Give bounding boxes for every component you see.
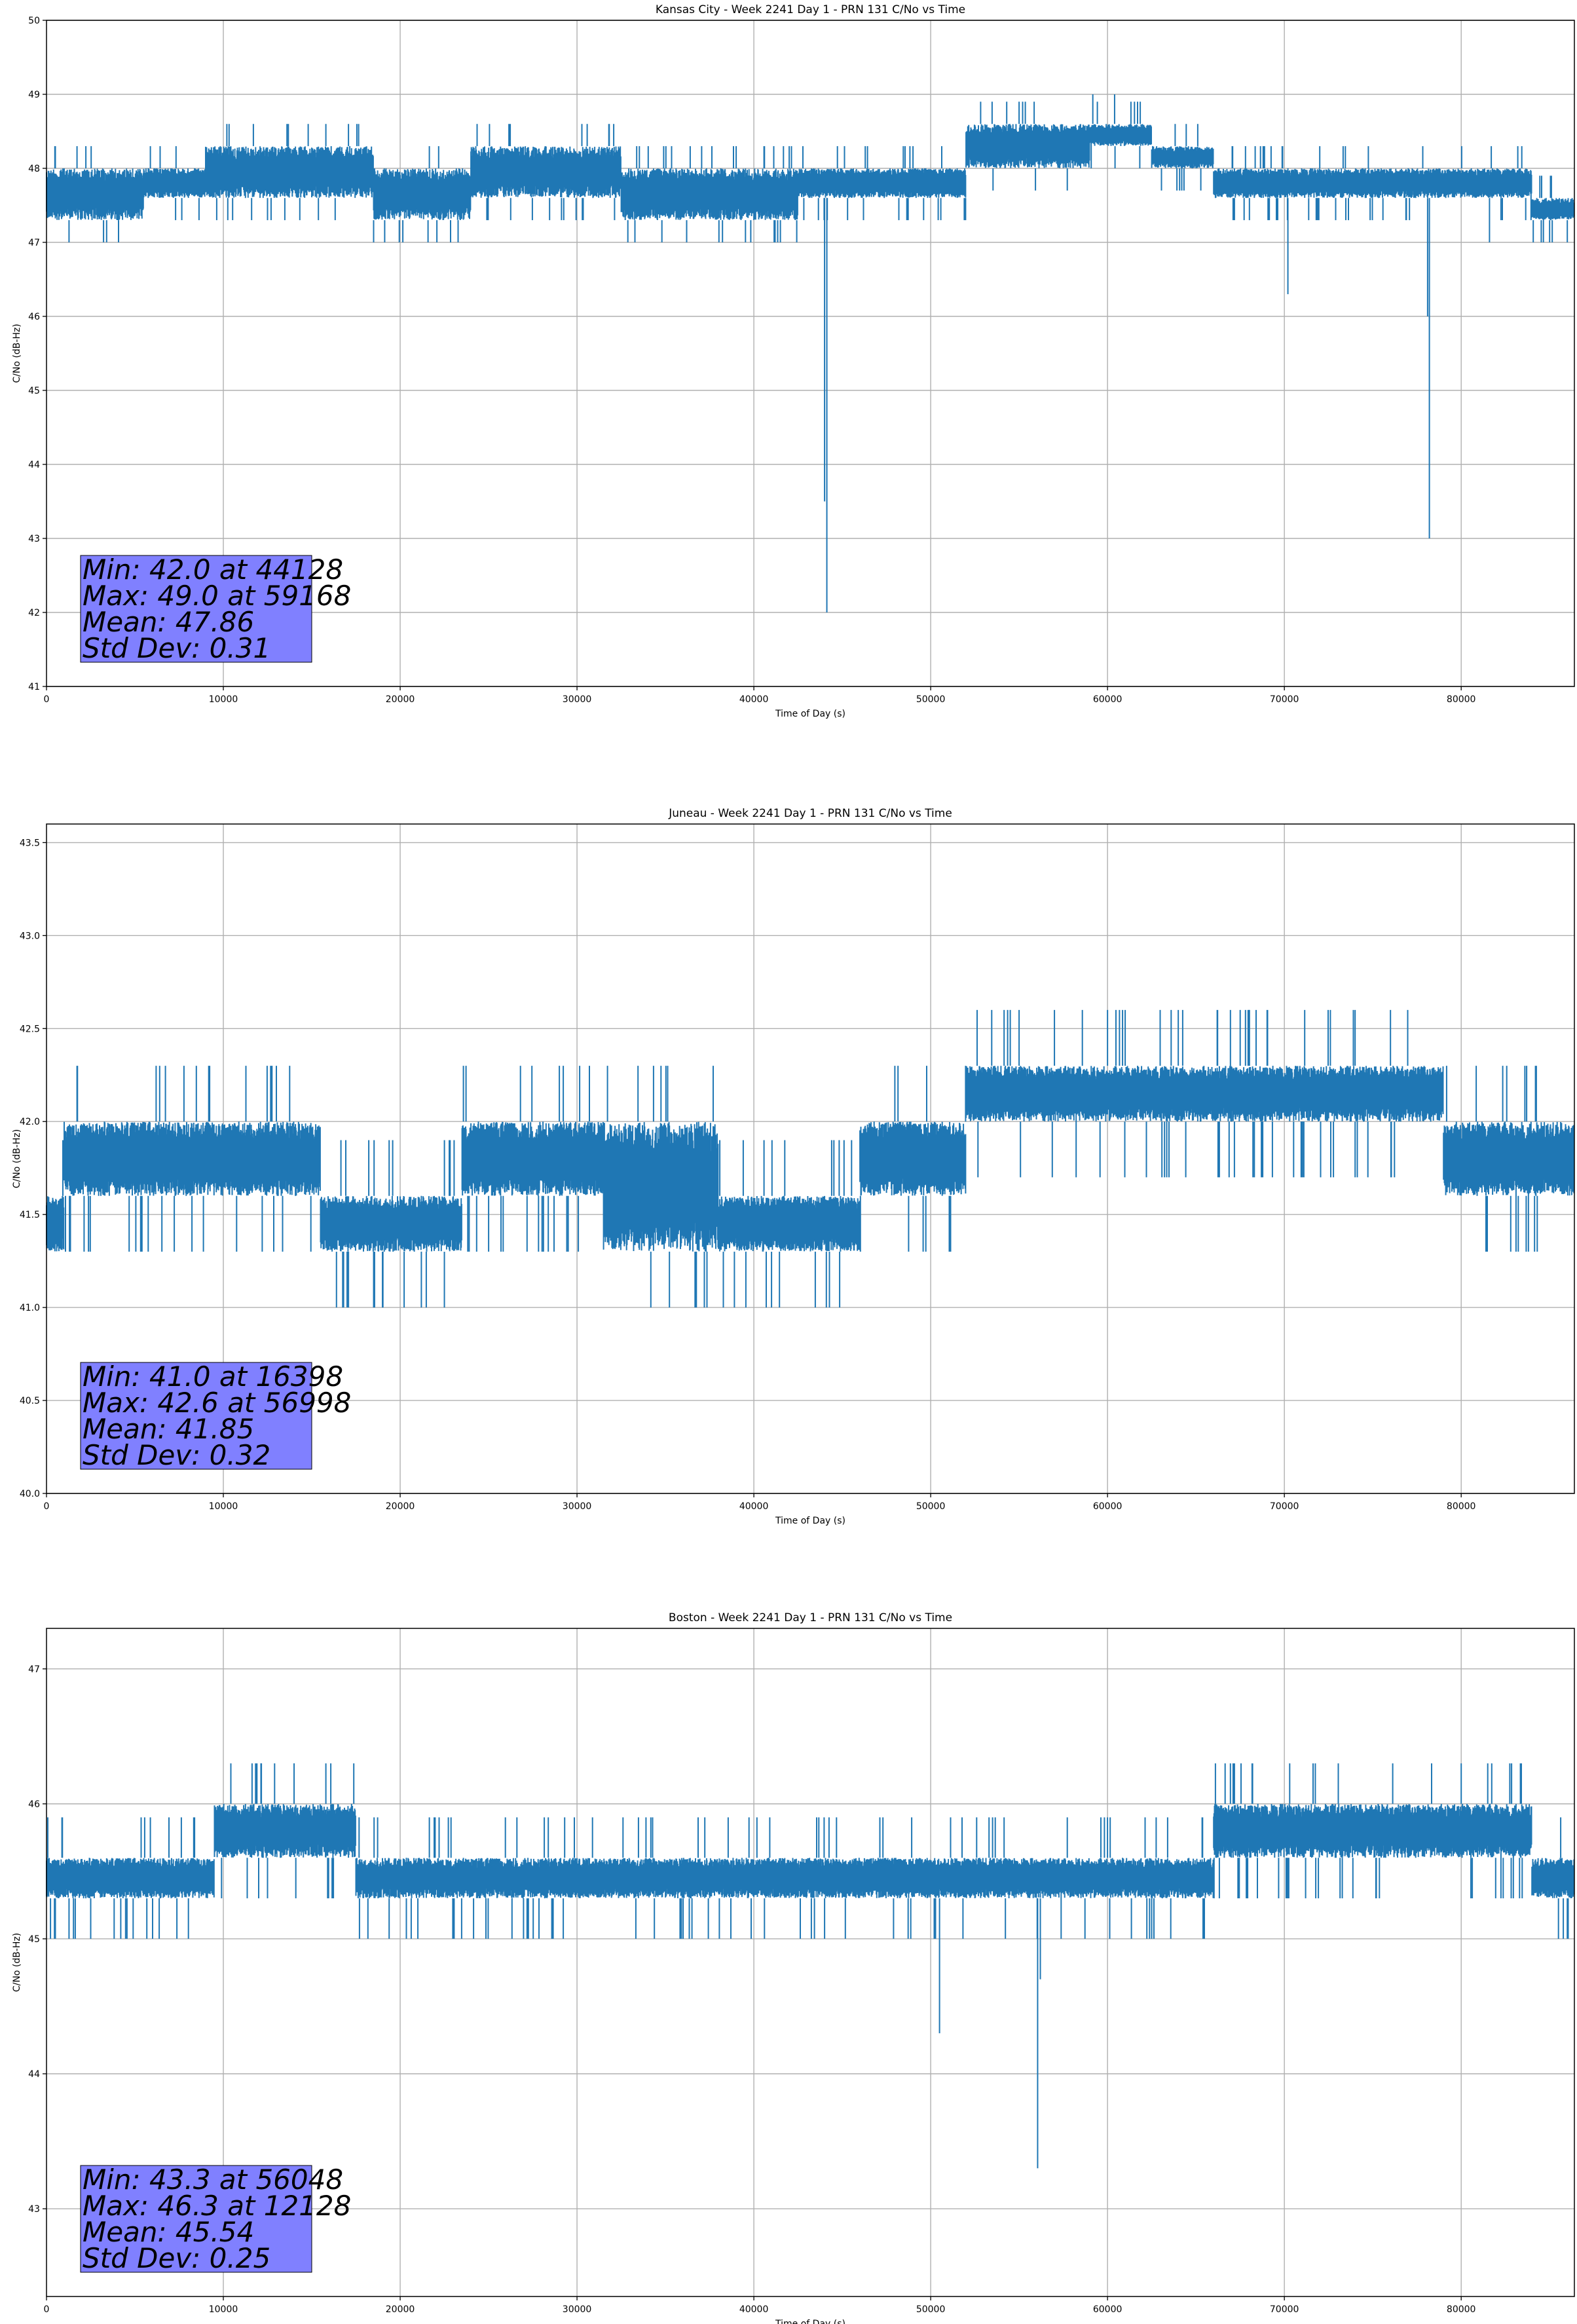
stats-std: Std Dev: 0.32 [83, 1439, 270, 1471]
x-tick-label: 20000 [386, 1501, 415, 1512]
y-tick-label: 43 [28, 534, 40, 544]
x-tick-label: 40000 [739, 1501, 769, 1512]
stats-std: Std Dev: 0.31 [83, 632, 270, 664]
y-axis-label: C/No (dB-Hz) [12, 1129, 22, 1188]
x-tick-label: 30000 [563, 1501, 592, 1512]
y-tick-label: 44 [28, 460, 40, 470]
chart-title: Juneau - Week 2241 Day 1 - PRN 131 C/No … [668, 807, 952, 820]
stats-min: Min: 41.0 at 16398 [83, 1360, 343, 1393]
y-tick-label: 43.0 [20, 931, 40, 941]
x-axis-label: Time of Day (s) [775, 2319, 845, 2324]
plot-area-frame [46, 20, 1575, 687]
y-tick-label: 41.5 [20, 1210, 40, 1220]
series-line [46, 1009, 1575, 1308]
x-tick-label: 0 [44, 1501, 50, 1512]
y-tick-label: 43.5 [20, 838, 40, 848]
x-tick-label: 30000 [563, 2304, 592, 2315]
x-tick-label: 80000 [1447, 2304, 1476, 2315]
x-tick-label: 50000 [916, 694, 946, 705]
stats-box [80, 555, 312, 663]
series-cno [46, 1009, 1575, 1308]
axis-ticks: 0 10000 20000 30000 40000 50000 60000 70000 8000… [28, 1664, 1475, 2315]
axis-ticks: 0 10000 20000 30000 40000 50000 60000 70000 8000… [20, 838, 1476, 1512]
stats-max: Max: 46.3 at 12128 [83, 2190, 351, 2222]
x-tick-label: 20000 [386, 2304, 415, 2315]
y-tick-label: 40.0 [20, 1489, 40, 1499]
x-tick-label: 40000 [739, 2304, 769, 2315]
x-tick-label: 80000 [1447, 694, 1476, 705]
y-tick-label: 50 [28, 16, 40, 26]
x-tick-label: 60000 [1093, 694, 1122, 705]
x-tick-label: 0 [44, 2304, 50, 2315]
chart-panel-2: 0 10000 20000 30000 40000 50000 60000 70000 8000… [12, 807, 1575, 1526]
y-tick-label: 40.5 [20, 1396, 40, 1406]
y-tick-label: 42.0 [20, 1117, 40, 1127]
stats-box [80, 1362, 312, 1470]
y-tick-label: 43 [28, 2204, 40, 2215]
x-tick-label: 70000 [1270, 694, 1299, 705]
stats-mean: Mean: 41.85 [83, 1413, 254, 1445]
chart-title: Boston - Week 2241 Day 1 - PRN 131 C/No … [669, 1611, 952, 1624]
chart-title: Kansas City - Week 2241 Day 1 - PRN 131 … [656, 3, 965, 16]
x-tick-label: 50000 [916, 1501, 946, 1512]
y-axis-label: C/No (dB-Hz) [12, 1933, 22, 1992]
stats-box [80, 2165, 312, 2273]
y-tick-label: 45 [28, 1934, 40, 1945]
y-tick-label: 47 [28, 238, 40, 248]
stats-max: Max: 42.6 at 56998 [83, 1387, 351, 1419]
y-tick-label: 46 [28, 312, 40, 322]
x-tick-label: 80000 [1447, 1501, 1476, 1512]
y-tick-label: 49 [28, 90, 40, 100]
series-line [46, 1763, 1575, 1939]
x-axis-label: Time of Day (s) [775, 709, 845, 719]
y-tick-label: 47 [28, 1664, 40, 1675]
stats-min: Min: 43.3 at 56048 [83, 2164, 343, 2196]
y-axis-label: C/No (dB-Hz) [12, 324, 22, 383]
x-tick-label: 50000 [916, 2304, 946, 2315]
chart-panel-3: 0 10000 20000 30000 40000 50000 60000 70000 8000… [12, 1611, 1575, 2324]
x-tick-label: 10000 [209, 694, 238, 705]
chart-panel-1: 0 10000 20000 30000 40000 50000 60000 70000 8000… [12, 3, 1575, 719]
axis-ticks: 0 10000 20000 30000 40000 50000 60000 70000 8000… [28, 16, 1475, 705]
stats-mean: Mean: 47.86 [83, 606, 254, 638]
x-tick-label: 30000 [563, 694, 592, 705]
x-tick-label: 20000 [386, 694, 415, 705]
y-tick-label: 45 [28, 386, 40, 396]
x-tick-label: 60000 [1093, 2304, 1122, 2315]
x-tick-label: 40000 [739, 694, 769, 705]
x-tick-label: 10000 [209, 2304, 238, 2315]
stats-max: Max: 49.0 at 59168 [83, 580, 351, 612]
y-tick-label: 44 [28, 2069, 40, 2080]
y-tick-label: 48 [28, 164, 40, 174]
y-tick-label: 41.0 [20, 1303, 40, 1313]
stats-min: Min: 42.0 at 44128 [83, 553, 343, 586]
plot-area-frame [46, 1628, 1575, 2297]
y-tick-label: 42.5 [20, 1024, 40, 1034]
series-cno [46, 1763, 1575, 2169]
x-tick-label: 10000 [209, 1501, 238, 1512]
x-tick-label: 70000 [1270, 2304, 1299, 2315]
grid [46, 1628, 1574, 2296]
x-tick-label: 0 [44, 694, 50, 705]
y-tick-label: 46 [28, 1799, 40, 1810]
x-tick-label: 70000 [1270, 1501, 1299, 1512]
plot-area-frame [46, 823, 1575, 1494]
y-tick-label: 41 [28, 682, 40, 692]
stats-std: Std Dev: 0.25 [83, 2242, 270, 2274]
y-tick-label: 42 [28, 608, 40, 618]
x-axis-label: Time of Day (s) [775, 1516, 845, 1526]
series-line [46, 102, 1575, 242]
series-cno [46, 94, 1575, 612]
stats-mean: Mean: 45.54 [83, 2216, 254, 2248]
x-tick-label: 60000 [1093, 1501, 1122, 1512]
